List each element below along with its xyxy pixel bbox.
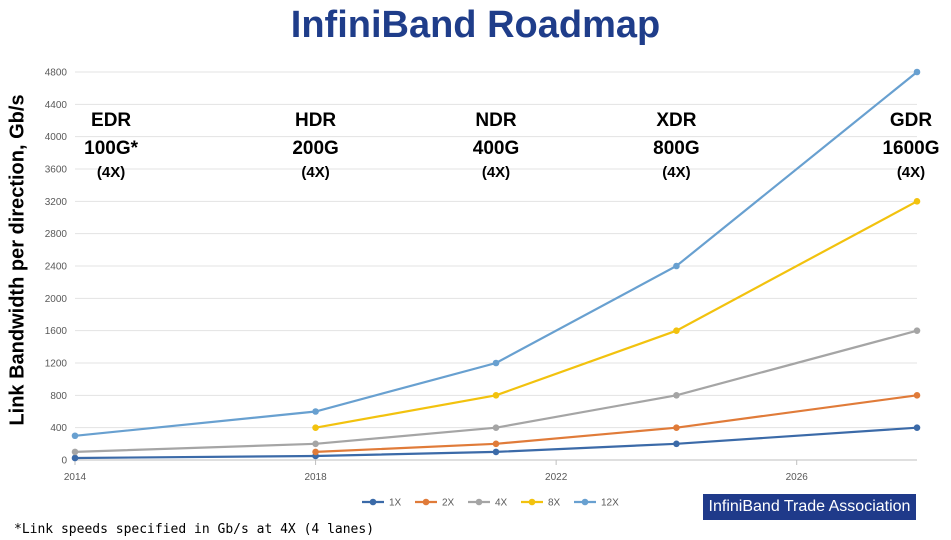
data-point: [913, 392, 921, 399]
legend-item-4x: 4X: [468, 498, 508, 509]
generation-speed: 200G: [292, 138, 338, 159]
series-4x: [71, 327, 921, 456]
legend-marker: [422, 498, 430, 506]
generation-name: HDR: [295, 110, 336, 131]
generation-edr: EDR 100G* (4X): [84, 110, 138, 181]
y-tick-label: 3200: [45, 197, 68, 208]
footnote: *Link speeds specified in Gb/s at 4X (4 …: [14, 522, 375, 537]
data-point: [913, 424, 921, 431]
y-ticks: 0 400 800 1200 1600 2000 2400 2800 3200 3600 4000 4…: [45, 68, 68, 467]
legend-label: 2X: [442, 498, 455, 509]
chart-title: InfiniBand Roadmap: [290, 4, 661, 46]
generation-lanes: (4X): [662, 164, 690, 181]
generation-name: XDR: [656, 110, 696, 131]
legend-item-8x: 8X: [521, 498, 561, 509]
series-line: [315, 394, 918, 453]
y-tick-label: 4400: [45, 100, 68, 111]
data-point: [673, 440, 680, 448]
generation-name: NDR: [475, 110, 516, 131]
x-tick-label: 2026: [786, 472, 809, 483]
legend-label: 4X: [495, 498, 508, 509]
generation-xdr: XDR 800G (4X): [653, 110, 699, 181]
series-2x: [312, 392, 921, 456]
data-point: [312, 408, 319, 415]
series-8x: [312, 198, 921, 431]
generation-hdr: HDR 200G (4X): [292, 110, 338, 181]
legend-item-1x: 1X: [362, 498, 402, 509]
y-tick-label: 800: [50, 391, 67, 402]
generation-lanes: (4X): [897, 164, 925, 181]
series-lines: [71, 68, 921, 462]
x-tick-label: 2018: [304, 472, 327, 483]
y-tick-label: 3600: [45, 165, 68, 176]
data-point: [913, 68, 921, 76]
data-point: [492, 424, 500, 431]
generation-speed: 400G: [473, 138, 519, 159]
data-point: [673, 327, 680, 334]
legend-label: 12X: [601, 498, 619, 509]
data-point: [312, 440, 319, 448]
y-tick-label: 2800: [45, 229, 68, 240]
legend-marker: [369, 498, 377, 506]
data-point: [71, 448, 79, 456]
generation-labels: EDR 100G* (4X) HDR 200G (4X) NDR 400G (4X) XDR 800…: [84, 110, 939, 181]
generation-gdr: GDR 1600G (4X): [882, 110, 939, 181]
legend-marker: [475, 498, 483, 506]
generation-ndr: NDR 400G (4X): [473, 110, 519, 181]
data-point: [71, 432, 79, 440]
series-12x: [71, 68, 921, 440]
data-point: [492, 448, 500, 456]
data-point: [492, 392, 500, 399]
data-point: [673, 262, 680, 270]
y-tick-label: 1200: [45, 359, 68, 370]
data-point: [492, 440, 500, 448]
y-tick-label: 1600: [45, 326, 68, 337]
generation-lanes: (4X): [482, 164, 510, 181]
y-tick-label: 4800: [45, 68, 68, 79]
data-point: [312, 448, 319, 456]
data-point: [492, 359, 500, 367]
data-point: [913, 327, 921, 334]
y-tick-label: 400: [50, 423, 67, 434]
data-point: [71, 454, 79, 462]
generation-name: GDR: [890, 110, 933, 131]
y-tick-label: 4000: [45, 132, 68, 143]
generation-lanes: (4X): [301, 164, 329, 181]
legend-marker: [581, 498, 589, 506]
generation-speed: 1600G: [882, 138, 939, 159]
x-tick-label: 2022: [545, 472, 568, 483]
y-tick-label: 0: [61, 456, 67, 467]
legend: 1X 2X 4X 8X 12X: [362, 498, 619, 509]
generation-name: EDR: [91, 110, 131, 131]
trade-association-badge: InfiniBand Trade Association: [703, 494, 916, 520]
generation-lanes: (4X): [97, 164, 125, 181]
series-line: [315, 200, 918, 429]
data-point: [673, 424, 680, 431]
x-tick-label: 2014: [64, 472, 87, 483]
generation-speed: 800G: [653, 138, 699, 159]
y-tick-label: 2400: [45, 262, 68, 273]
series-line: [74, 329, 918, 453]
y-tick-label: 2000: [45, 294, 68, 305]
legend-item-12x: 12X: [574, 498, 619, 509]
x-ticks: 2014 2018 2022 2026: [64, 472, 808, 483]
legend-marker: [528, 498, 536, 506]
legend-label: 8X: [548, 498, 561, 509]
legend-item-2x: 2X: [415, 498, 455, 509]
data-point: [913, 198, 921, 205]
data-point: [312, 424, 319, 431]
data-point: [673, 392, 680, 399]
generation-speed: 100G*: [84, 138, 138, 159]
axes: [74, 459, 917, 465]
legend-label: 1X: [389, 498, 402, 509]
